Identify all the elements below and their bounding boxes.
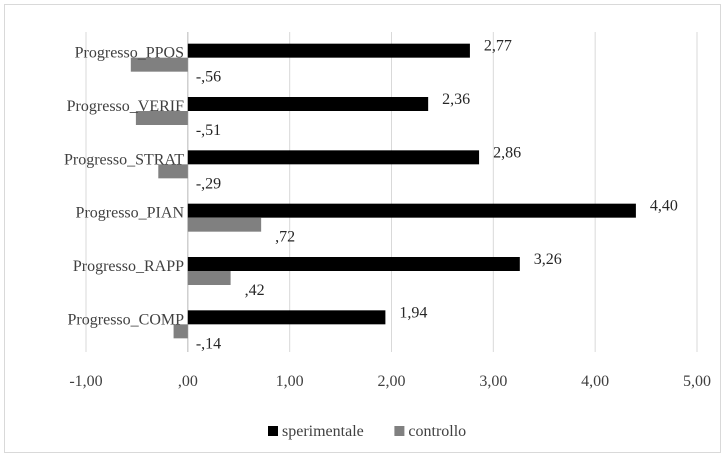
bar-sperimentale: [187, 257, 520, 271]
data-label-sperimentale: 2,36: [442, 91, 470, 108]
category-label: Progresso_RAPP: [73, 258, 184, 275]
x-tick-label: 2,00: [378, 373, 406, 390]
bar-controllo: [158, 164, 188, 179]
gridlines: [85, 32, 698, 352]
bars: [130, 43, 636, 339]
data-labels: 2,77 -,56 2,36 -,51 2,86 -,29 4,40 ,72 3,26 ,42 1,…: [196, 38, 678, 353]
data-label-controllo: ,42: [245, 282, 265, 299]
bar-sperimentale: [187, 97, 429, 111]
category-label: Progresso_PIAN: [76, 205, 185, 222]
category-label: Progresso_COMP: [68, 311, 185, 328]
category-label: Progresso_PPOS: [75, 45, 184, 62]
data-label-controllo: -,51: [196, 122, 221, 139]
x-tick-labels: -1,00 ,00 1,00 2,00 3,00 4,00 5,00: [69, 373, 711, 390]
bar-sperimentale: [187, 150, 480, 165]
legend-label-sperimentale: sperimentale: [282, 423, 364, 440]
x-tick-label: 1,00: [276, 373, 304, 390]
x-tick-label: 4,00: [581, 373, 609, 390]
bar-controllo: [135, 111, 188, 125]
data-label-sperimentale: 2,86: [493, 144, 521, 161]
category-labels: Progresso_PPOS Progresso_VERIF Progresso_S…: [64, 45, 184, 329]
data-label-controllo: -,14: [196, 335, 221, 352]
data-label-sperimentale: 2,77: [484, 38, 512, 55]
category-label: Progresso_VERIF: [67, 98, 184, 115]
bar-sperimentale: [187, 43, 470, 58]
legend-label-controllo: controllo: [408, 423, 466, 440]
data-label-controllo: -,29: [196, 175, 221, 192]
bar-sperimentale: [187, 310, 386, 325]
legend-swatch-sperimentale: [268, 426, 278, 436]
x-tick-label: 5,00: [683, 373, 711, 390]
x-tick-label: ,00: [178, 373, 198, 390]
bar-controllo: [173, 324, 188, 339]
bar-controllo: [187, 271, 231, 285]
data-label-sperimentale: 4,40: [650, 198, 678, 215]
bar-controllo: [187, 217, 262, 232]
data-label-sperimentale: 1,94: [399, 304, 427, 321]
bar-controllo: [130, 57, 188, 72]
data-label-sperimentale: 3,26: [534, 251, 562, 268]
data-label-controllo: ,72: [275, 229, 295, 246]
x-tick-label: -1,00: [69, 373, 102, 390]
chart-frame: [4, 4, 721, 453]
legend: sperimentale controllo: [268, 423, 466, 440]
data-label-controllo: -,56: [196, 69, 221, 86]
category-label: Progresso_STRAT: [64, 151, 184, 168]
bar-sperimentale: [187, 203, 636, 218]
x-tick-label: 3,00: [479, 373, 507, 390]
legend-swatch-controllo: [394, 426, 405, 436]
